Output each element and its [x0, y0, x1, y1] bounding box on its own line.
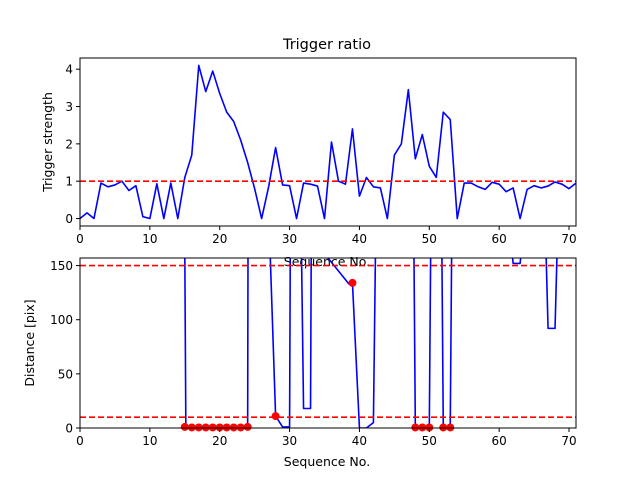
- x-tick-label: 40: [352, 232, 367, 246]
- y-axis-label: Trigger strength: [40, 92, 55, 193]
- data-point: [271, 412, 280, 421]
- x-tick-label: 30: [282, 434, 297, 448]
- trigger-ratio-plot-area: 0 10 20 30 40 50 60 70 0 1 2 3 4: [65, 57, 577, 246]
- data-point: [236, 423, 245, 432]
- x-tick-label: 50: [422, 232, 437, 246]
- data-point: [194, 423, 203, 432]
- y-axis-label: Distance [pix]: [22, 299, 37, 386]
- y-tick-label: 2: [65, 137, 73, 151]
- y-tick-label: 0: [65, 212, 73, 226]
- data-point: [208, 423, 217, 432]
- x-tick-label: 60: [492, 434, 507, 448]
- x-tick-label: 50: [422, 434, 437, 448]
- axes-frame: [79, 57, 577, 227]
- x-axis-label: Sequence No.: [284, 254, 370, 269]
- data-point: [180, 422, 189, 431]
- x-tick-label: 70: [561, 434, 576, 448]
- data-point: [425, 423, 434, 432]
- data-point: [222, 423, 231, 432]
- data-point: [418, 423, 427, 432]
- distance-plot-area: 0 10 20 30 40 50 60 70 0 50 100 150: [50, 257, 577, 448]
- x-tick-label: 10: [142, 434, 157, 448]
- data-point: [411, 423, 420, 432]
- x-tick-label: 70: [561, 232, 576, 246]
- data-point: [439, 423, 448, 432]
- data-point: [201, 423, 210, 432]
- x-tick-label: 20: [212, 232, 227, 246]
- y-tick-label: 50: [58, 367, 73, 381]
- y-tick-label: 100: [50, 313, 73, 327]
- x-tick-label: 40: [352, 434, 367, 448]
- x-tick-label: 0: [76, 434, 84, 448]
- chart-title: Trigger ratio: [282, 37, 371, 53]
- x-tick-label: 0: [76, 232, 84, 246]
- data-point: [229, 423, 238, 432]
- y-tick-label: 0: [65, 422, 73, 436]
- series-line: [80, 64, 576, 220]
- y-tick-label: 150: [50, 259, 73, 273]
- data-point: [187, 423, 196, 432]
- y-tick-label: 3: [65, 100, 73, 114]
- y-tick-label: 1: [65, 175, 73, 189]
- data-point: [243, 422, 252, 431]
- x-tick-label: 10: [142, 232, 157, 246]
- x-tick-label: 30: [282, 232, 297, 246]
- axes-frame: [79, 257, 577, 429]
- x-axis-label: Sequence No.: [284, 454, 370, 469]
- data-point: [348, 278, 357, 287]
- data-point: [215, 423, 224, 432]
- x-tick-label: 60: [492, 232, 507, 246]
- x-tick-label: 20: [212, 434, 227, 448]
- y-tick-label: 4: [65, 63, 73, 77]
- data-point: [446, 423, 455, 432]
